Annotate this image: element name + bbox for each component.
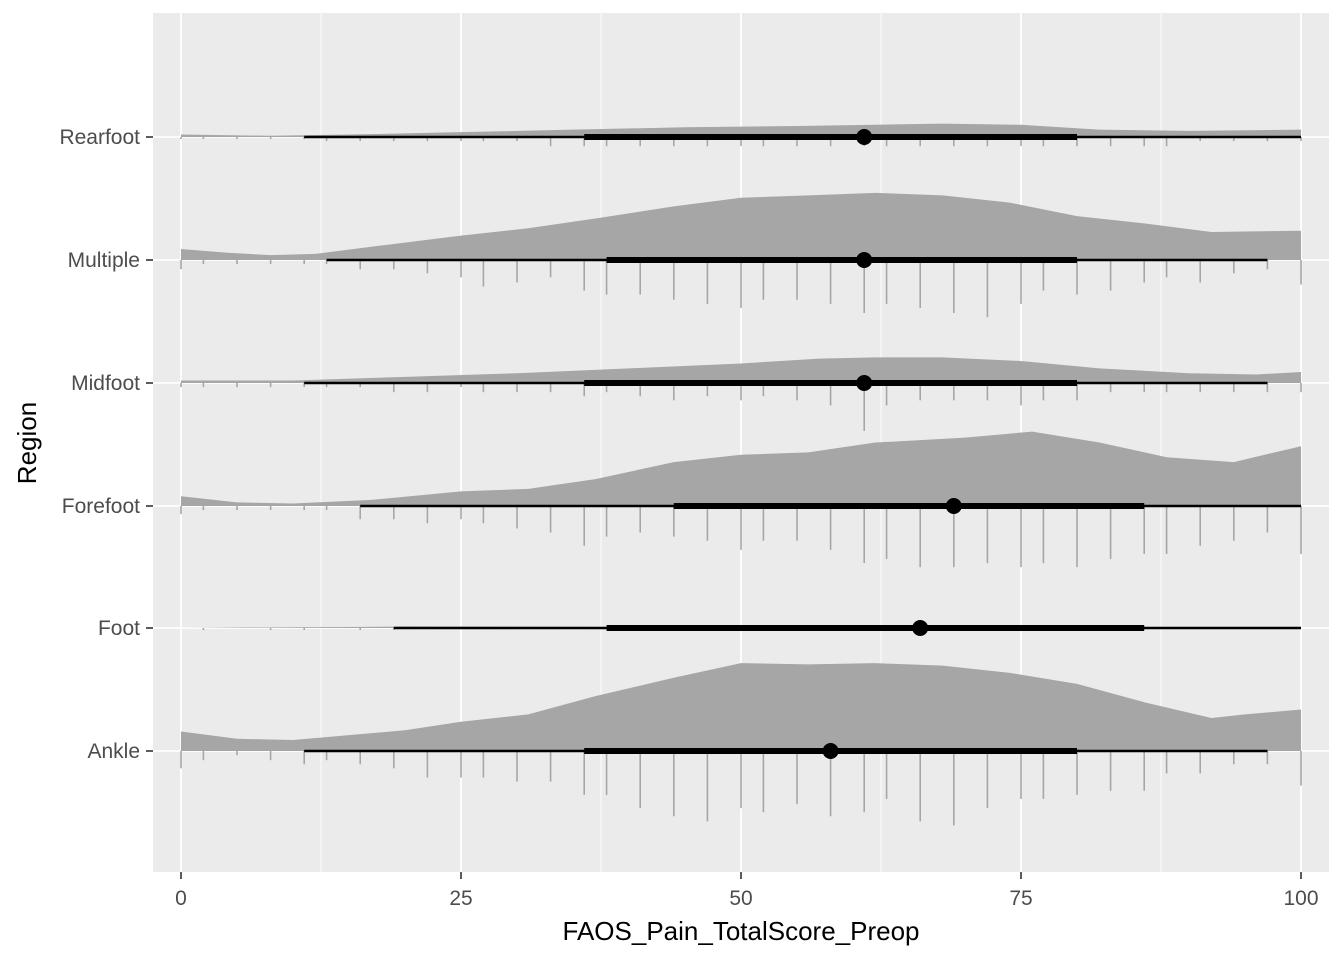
interval-layer — [304, 129, 1301, 759]
median-point-forefoot — [945, 498, 962, 514]
density-forefoot — [181, 431, 1301, 506]
y-tick-label: Foot — [98, 617, 140, 640]
median-point-rearfoot — [856, 129, 873, 145]
density-midfoot — [181, 357, 1301, 383]
density-ankle — [181, 663, 1301, 751]
density-multiple — [181, 192, 1301, 260]
y-tick-label: Rearfoot — [59, 126, 140, 149]
x-tick-label: 100 — [1283, 887, 1318, 910]
median-point-multiple — [856, 252, 873, 268]
x-axis-title: FAOS_Pain_TotalScore_Preop — [563, 916, 920, 946]
median-point-ankle — [822, 743, 839, 759]
x-tick-label: 75 — [1009, 887, 1032, 910]
y-tick-label: Multiple — [68, 249, 140, 272]
y-tick-label: Midfoot — [71, 372, 140, 395]
density-rearfoot — [181, 123, 1301, 137]
x-tick-label: 50 — [729, 887, 752, 910]
y-axis: Ankle Foot Forefoot Midfoot Multiple Rearfoot — [59, 126, 153, 763]
x-tick-label: 25 — [449, 887, 472, 910]
x-axis: 0 25 50 75 100 — [175, 872, 1319, 910]
median-point-midfoot — [856, 375, 873, 391]
y-axis-title: Region — [12, 402, 42, 484]
median-point-foot — [912, 620, 929, 636]
density-layer — [181, 123, 1301, 751]
y-tick-label: Forefoot — [62, 495, 140, 518]
dot-layer — [180, 137, 1302, 826]
x-tick-label: 0 — [175, 887, 187, 910]
y-tick-label: Ankle — [87, 740, 140, 763]
